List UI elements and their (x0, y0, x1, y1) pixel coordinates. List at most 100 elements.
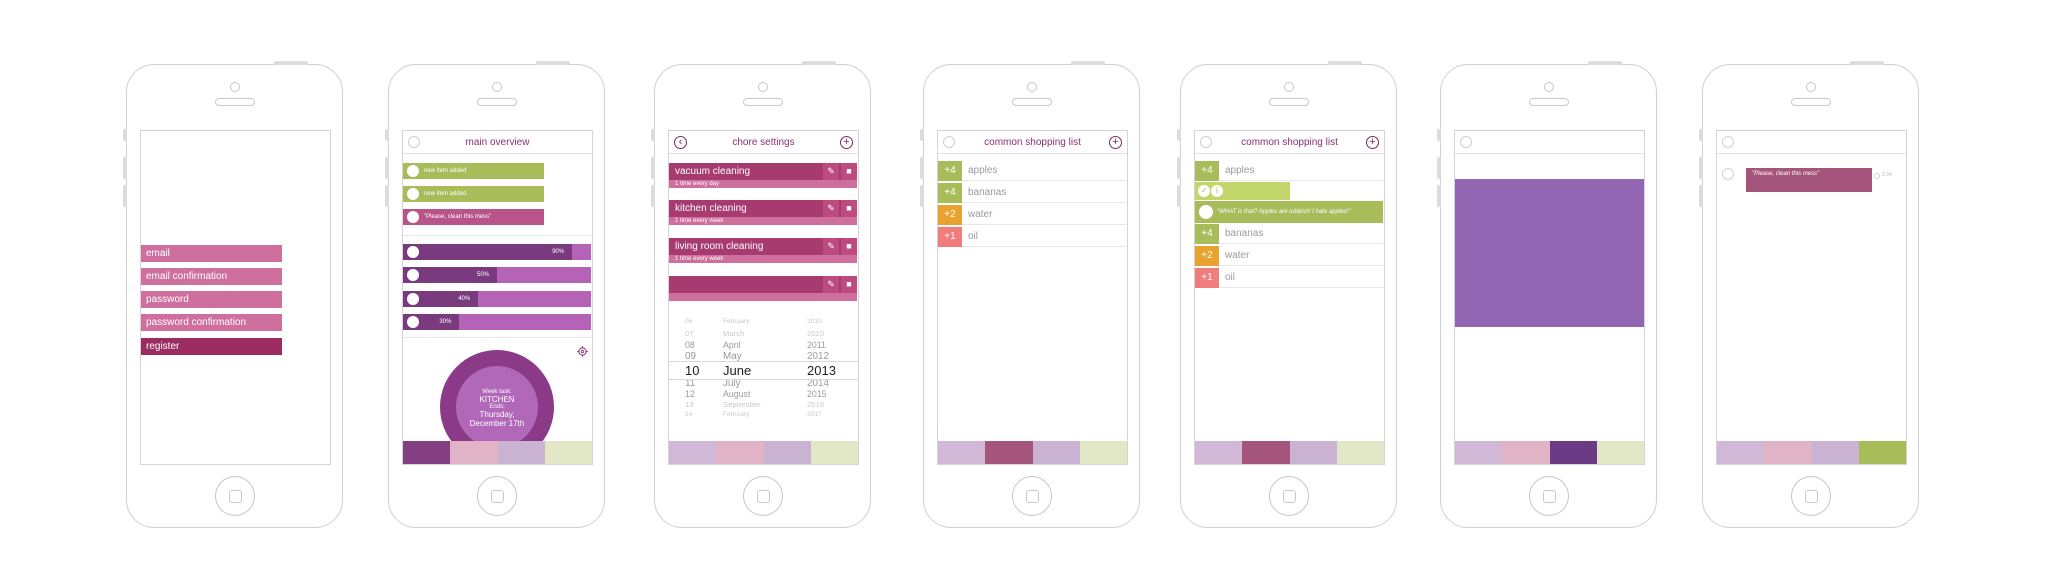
plus-icon[interactable]: + (1366, 136, 1379, 149)
quantity-badge[interactable]: +4 (938, 161, 962, 181)
tab-shopping[interactable] (1811, 441, 1859, 464)
password-confirmation-field[interactable]: password confirmation (141, 314, 282, 331)
email-field[interactable]: email (141, 245, 282, 262)
chore-item[interactable]: living room cleaning ✎ ■ 1 time every wee… (669, 238, 857, 263)
email-confirmation-field[interactable]: email confirmation (141, 268, 282, 285)
item-name: water (1225, 250, 1250, 261)
home-button[interactable] (214, 476, 255, 516)
info-icon[interactable]: i (1211, 185, 1223, 197)
chore-frequency: 1 time every day (669, 180, 857, 188)
tab-overview[interactable] (403, 441, 451, 464)
tab-overview[interactable] (1717, 441, 1765, 464)
home-button[interactable] (1528, 476, 1569, 516)
back-arrow-icon[interactable]: ‹ (674, 136, 687, 149)
avatar[interactable] (408, 136, 420, 148)
trash-icon[interactable]: ■ (841, 200, 857, 217)
home-button[interactable] (1011, 476, 1052, 516)
notification-item[interactable]: new item added (403, 186, 544, 202)
home-button[interactable] (1790, 476, 1831, 516)
avatar[interactable] (1460, 136, 1472, 148)
action-row: ✓ i (1195, 182, 1290, 200)
user-icon[interactable] (1200, 136, 1212, 148)
tab-chores[interactable] (1502, 441, 1550, 464)
tab-messages[interactable] (810, 441, 858, 464)
tab-overview[interactable] (1195, 441, 1243, 464)
page-title: chore settings (732, 137, 795, 148)
notification-item[interactable]: new item added (403, 163, 544, 179)
picker-row[interactable]: 14 February 2017 (669, 411, 858, 426)
plus-icon[interactable]: + (840, 136, 853, 149)
edit-icon[interactable]: ✎ (823, 163, 839, 180)
content-panel[interactable] (1455, 179, 1644, 327)
chore-item[interactable]: kitchen cleaning ✎ ■ 1 time every week (669, 200, 857, 225)
tab-shopping[interactable] (763, 441, 811, 464)
edit-icon[interactable]: ✎ (823, 200, 839, 217)
picker-row[interactable]: 07 March 2010 (669, 329, 858, 344)
check-icon[interactable]: ✓ (1198, 185, 1210, 197)
list-item[interactable]: +4 bananas (938, 183, 1126, 203)
avatar[interactable] (943, 136, 955, 148)
chore-item-new[interactable]: ✎ ■ (669, 276, 857, 301)
quantity-badge[interactable]: +4 (938, 183, 962, 203)
register-button[interactable]: register (141, 338, 282, 355)
avatar[interactable] (1722, 136, 1734, 148)
quantity-badge[interactable]: +2 (938, 205, 962, 225)
quantity-badge[interactable]: +4 (1195, 224, 1219, 244)
list-item[interactable]: +1 oil (938, 227, 1126, 247)
date-picker[interactable]: 06 February 2010 07 March 2010 08 April 2011 09 Ma… (669, 314, 858, 418)
tab-messages[interactable] (1596, 441, 1644, 464)
tab-shopping[interactable] (497, 441, 545, 464)
tab-chores[interactable] (716, 441, 764, 464)
gear-icon[interactable] (577, 344, 588, 357)
picker-row[interactable]: 12 August 2015 (669, 389, 858, 404)
edit-icon[interactable]: ✎ (823, 276, 839, 293)
list-item[interactable]: +2 water (1195, 246, 1383, 266)
list-item[interactable]: +1 oil (1195, 268, 1383, 288)
home-button[interactable] (1268, 476, 1309, 516)
plus-icon[interactable]: + (1109, 136, 1122, 149)
tab-chores[interactable] (985, 441, 1033, 464)
tab-overview[interactable] (1455, 441, 1503, 464)
picker-row[interactable]: 11 July 2014 (669, 378, 858, 393)
trash-icon[interactable]: ■ (841, 238, 857, 255)
list-item[interactable]: +2 water (938, 205, 1126, 225)
tab-chores[interactable] (450, 441, 498, 464)
picker-row[interactable]: 09 May 2012 (669, 351, 858, 366)
home-button[interactable] (476, 476, 517, 516)
notification-item[interactable]: "Please, clean this mess" (403, 209, 544, 225)
picker-month: June (723, 363, 752, 378)
tab-shopping[interactable] (1289, 441, 1337, 464)
picker-row[interactable]: 13 September 2016 (669, 400, 858, 415)
tab-messages[interactable] (1336, 441, 1384, 464)
quantity-badge[interactable]: +1 (1195, 268, 1219, 288)
tab-overview[interactable] (669, 441, 717, 464)
page-title: common shopping list (1241, 137, 1338, 148)
home-button[interactable] (742, 476, 783, 516)
list-item[interactable]: +4 apples (1195, 161, 1383, 181)
trash-icon[interactable]: ■ (841, 276, 857, 293)
quantity-badge[interactable]: +2 (1195, 246, 1219, 266)
tab-chores[interactable] (1764, 441, 1812, 464)
tab-shopping[interactable] (1549, 441, 1597, 464)
message-bubble[interactable]: "Please, clean this mess" (1746, 168, 1872, 192)
picker-row[interactable]: 10 June 2013 (669, 363, 858, 378)
edit-icon[interactable]: ✎ (823, 238, 839, 255)
item-name: bananas (1225, 228, 1264, 239)
chore-item[interactable]: vacuum cleaning ✎ ■ 1 time every day (669, 163, 857, 188)
quantity-badge[interactable]: +4 (1195, 161, 1219, 181)
week-task-circle[interactable]: Week task: KITCHEN Ends: Thursday, Decem… (456, 366, 538, 448)
password-field[interactable]: password (141, 291, 282, 308)
picker-row[interactable]: 06 February 2010 (669, 318, 858, 333)
tab-overview[interactable] (938, 441, 986, 464)
tab-shopping[interactable] (1032, 441, 1080, 464)
trash-icon[interactable]: ■ (841, 163, 857, 180)
page-title: main overview (465, 137, 530, 148)
list-item[interactable]: +4 bananas (1195, 224, 1383, 244)
tab-messages[interactable] (1079, 441, 1127, 464)
tab-messages[interactable] (1858, 441, 1906, 464)
tab-messages[interactable] (544, 441, 592, 464)
picker-row[interactable]: 08 April 2011 (669, 340, 858, 355)
tab-chores[interactable] (1242, 441, 1290, 464)
list-item[interactable]: +4 apples (938, 161, 1126, 181)
quantity-badge[interactable]: +1 (938, 227, 962, 247)
